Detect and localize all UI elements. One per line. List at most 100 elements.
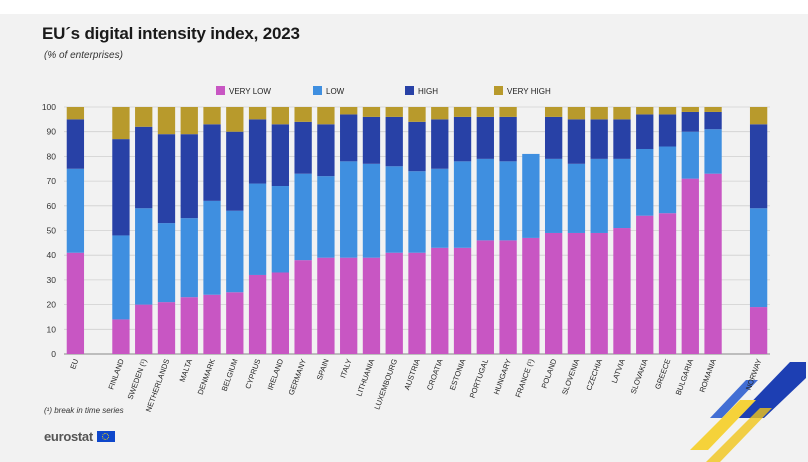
bar-segment [658, 107, 677, 115]
bar-segment [226, 210, 244, 293]
bar-segment [180, 218, 198, 298]
y-tick-label: 0 [51, 349, 56, 359]
bar-segment [157, 223, 176, 303]
bar-segment [317, 176, 335, 258]
bar-segment [613, 107, 631, 120]
bar-segment [453, 161, 472, 248]
bar-segment [112, 107, 130, 140]
chart-subtitle: (% of enterprises) [44, 50, 123, 61]
bar-segment [749, 124, 768, 209]
bar-segment [271, 107, 290, 125]
bar-segment [408, 171, 426, 253]
eurostat-logo: eurostat [44, 429, 115, 444]
legend-swatch [494, 86, 503, 95]
x-tick-label: ESTONIA [448, 358, 468, 392]
legend-label: LOW [326, 87, 345, 96]
x-tick-label: MALTA [178, 358, 195, 384]
bar-segment [590, 158, 608, 233]
bar-segment [658, 213, 677, 354]
bar-segment [636, 114, 654, 149]
bar-segment [271, 272, 290, 354]
bar-segment [522, 237, 540, 354]
bar-segment [613, 228, 631, 354]
eurostat-logo-text: eurostat [44, 429, 93, 444]
bar-segment [681, 111, 699, 132]
bar-segment [203, 294, 221, 354]
x-tick-label: PORTUGAL [468, 358, 491, 400]
bar-segment [248, 119, 267, 184]
bar-segment [294, 173, 312, 261]
bar-segment [658, 114, 677, 147]
legend-label: VERY HIGH [507, 87, 551, 96]
chart-title: EU´s digital intensity index, 2023 [42, 24, 300, 43]
bar-segment [203, 200, 221, 295]
bar-segment [362, 257, 381, 354]
legend-swatch [405, 86, 414, 95]
bar-segment [157, 107, 176, 135]
bar-segment [453, 107, 472, 117]
x-tick-label: FRANCE (¹) [513, 357, 535, 399]
bar-segment [157, 134, 176, 224]
bar-segment [294, 260, 312, 354]
x-tick-label: IRELAND [266, 357, 286, 391]
y-tick-label: 70 [47, 176, 57, 186]
bar-segment [362, 116, 381, 164]
bar-segment [340, 107, 358, 115]
bar-segment [66, 107, 85, 120]
bar-segment [704, 111, 722, 130]
bar-segment [499, 107, 517, 117]
x-tick-label: HUNGARY [492, 358, 513, 396]
bar-segment [704, 129, 722, 174]
bar-segment [499, 161, 517, 241]
bar-segment [112, 319, 130, 354]
x-tick-label: LATVIA [610, 358, 627, 385]
bar-segment [226, 292, 244, 354]
bar-segment [431, 168, 449, 248]
bar-segment [180, 107, 198, 135]
bar-segment [590, 107, 608, 120]
x-tick-label: AUSTRIA [402, 358, 422, 392]
bar-segment [66, 168, 85, 253]
bar-segment [567, 107, 586, 120]
bar-segment [362, 107, 381, 117]
y-tick-label: 90 [47, 127, 57, 137]
bar-segment [362, 163, 381, 258]
bar-segment [135, 126, 153, 209]
bar-segment [590, 119, 608, 159]
bar-segment [522, 153, 540, 238]
x-tick-label: FINLAND [106, 357, 126, 391]
bar-segment [66, 119, 85, 169]
x-tick-label: LITHUANIA [354, 358, 376, 398]
bar-segment [567, 119, 586, 164]
bar-segment [226, 131, 244, 211]
bar-segment [749, 208, 768, 308]
bar-segment [294, 121, 312, 174]
bar-segment [749, 307, 768, 354]
eu-flag-icon [96, 431, 115, 442]
bar-segment [385, 116, 403, 167]
bar-segment [681, 178, 699, 354]
bar-segment [636, 107, 654, 115]
bar-segment [317, 257, 335, 354]
bar-segment [431, 107, 449, 120]
bar-segment [203, 107, 221, 125]
x-tick-label: SWEDEN (¹) [126, 357, 149, 400]
bar-segment [499, 116, 517, 162]
x-tick-label: NETHERLANDS [144, 358, 172, 414]
bar-segment [135, 208, 153, 305]
bar-segment [431, 247, 449, 354]
y-tick-label: 50 [47, 226, 57, 236]
bar-segment [317, 107, 335, 125]
bar-segment [544, 158, 563, 233]
bar-segment [248, 183, 267, 275]
legend-label: VERY LOW [229, 87, 271, 96]
bar-segment [112, 139, 130, 236]
y-tick-label: 20 [47, 300, 57, 310]
bar-segment [340, 257, 358, 354]
bar-segment [385, 107, 403, 117]
bar-segment [294, 107, 312, 122]
bar-segment [590, 232, 608, 354]
bar-segment [681, 131, 699, 179]
bar-segment [567, 163, 586, 233]
